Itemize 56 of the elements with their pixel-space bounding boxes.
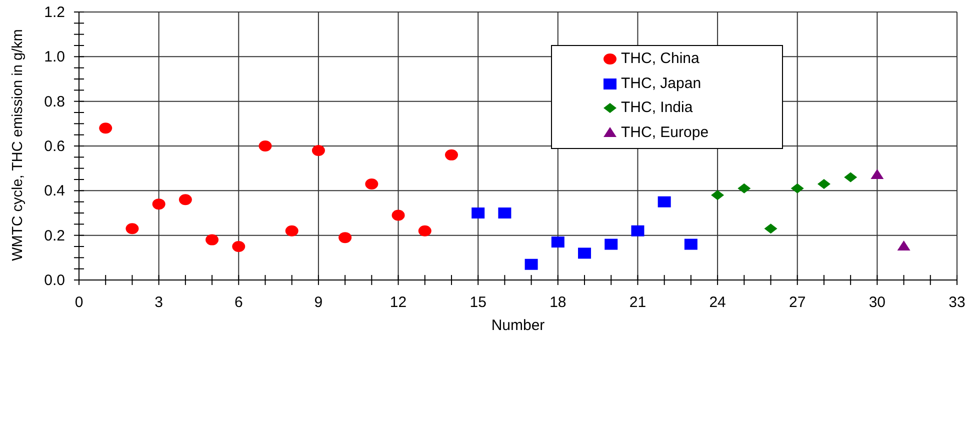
- point: [711, 190, 724, 200]
- point: [206, 234, 219, 246]
- point: [764, 224, 778, 234]
- point: [738, 183, 751, 194]
- legend-label: THC, China: [621, 50, 700, 68]
- x-tick-label: 12: [390, 294, 407, 311]
- legend-label: THC, Japan: [621, 74, 702, 93]
- legend-label: THC, India: [621, 99, 693, 118]
- point: [604, 238, 618, 250]
- x-tick-label: 33: [948, 294, 966, 311]
- x-tick-label: 18: [550, 294, 566, 311]
- point: [684, 238, 698, 250]
- x-tick-label: 24: [709, 294, 726, 311]
- x-tick-label: 27: [789, 294, 806, 311]
- x-tick-label: 30: [868, 294, 886, 311]
- point: [258, 140, 272, 152]
- y-tick-label: 1.0: [44, 48, 65, 66]
- y-tick-label: 0.0: [44, 272, 65, 289]
- y-tick-label: 0.6: [44, 138, 65, 155]
- x-axis-title: Number: [491, 317, 545, 334]
- point: [444, 149, 458, 160]
- y-axis-title: WMTC cycle, THC emission in g/km: [10, 29, 26, 261]
- legend-label: THC, Europe: [621, 124, 709, 142]
- point: [551, 236, 564, 248]
- point: [99, 122, 112, 134]
- point: [658, 196, 671, 208]
- point: [472, 208, 485, 218]
- point: [365, 178, 378, 190]
- point: [178, 194, 192, 206]
- point: [817, 178, 830, 189]
- x-tick-label: 6: [234, 294, 243, 311]
- point: [578, 248, 592, 259]
- point: [152, 198, 166, 210]
- point: [392, 210, 405, 221]
- point: [524, 258, 538, 270]
- x-tick-label: 0: [74, 294, 84, 311]
- x-tick-label: 15: [470, 294, 486, 311]
- x-tick-label: 21: [629, 294, 646, 311]
- x-tick-label: 9: [314, 294, 323, 311]
- point: [790, 183, 804, 194]
- point: [897, 240, 910, 250]
- y-tick-label: 0.8: [44, 93, 65, 110]
- point: [870, 169, 884, 180]
- x-tick-label: 3: [154, 294, 163, 311]
- point: [126, 223, 139, 234]
- point: [232, 241, 246, 252]
- y-tick-label: 1.2: [44, 4, 65, 21]
- y-tick-label: 0.4: [44, 182, 65, 200]
- y-tick-label: 0.2: [44, 227, 65, 244]
- point: [498, 208, 512, 218]
- point: [631, 225, 644, 236]
- point: [312, 144, 325, 156]
- point: [285, 225, 298, 236]
- point: [844, 172, 858, 182]
- point: [418, 225, 432, 236]
- point: [338, 232, 352, 244]
